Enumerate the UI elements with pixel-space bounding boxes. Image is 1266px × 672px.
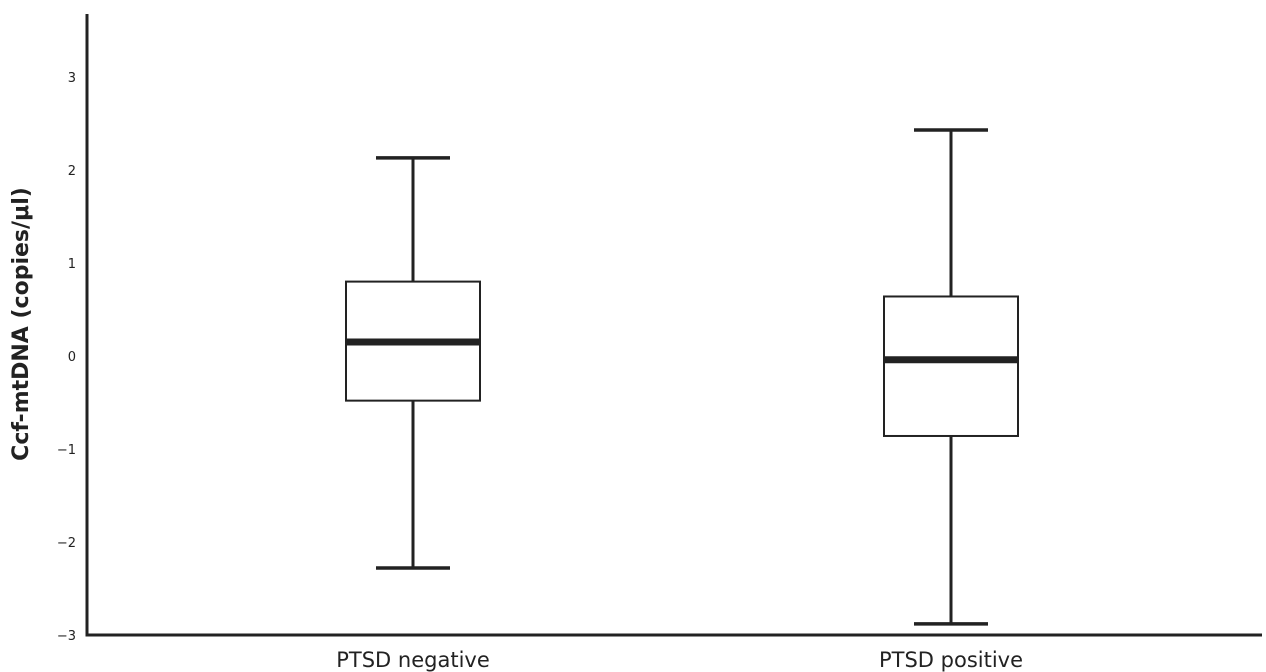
y-tick-label: −2 <box>57 536 76 551</box>
y-tick-label: 3 <box>68 71 76 86</box>
y-tick-label: 2 <box>68 164 76 179</box>
y-axis-title: Ccf-mtDNA (copies/μl) <box>9 187 34 461</box>
x-category-label: PTSD negative <box>336 648 490 672</box>
iqr-box <box>883 295 1019 437</box>
y-tick-label: 0 <box>68 350 76 365</box>
y-tick-label: −3 <box>57 629 76 644</box>
plot-area: 3 2 1 0 −1 −2 −3 PTSD negative PTSD positive <box>57 14 1262 672</box>
y-tick-label: −1 <box>57 443 76 458</box>
x-category-label: PTSD positive <box>879 648 1023 672</box>
y-tick-label: 1 <box>68 257 76 272</box>
